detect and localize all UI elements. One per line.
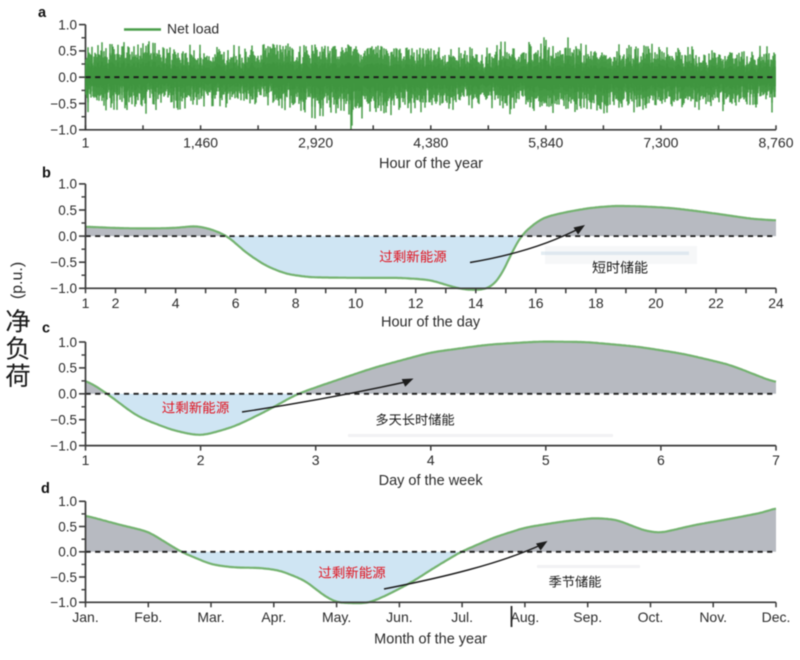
svg-text:1.0: 1.0 bbox=[58, 494, 77, 509]
svg-text:−1.0: −1.0 bbox=[50, 123, 77, 138]
svg-text:4,380: 4,380 bbox=[413, 134, 448, 150]
svg-text:0.5: 0.5 bbox=[58, 361, 77, 376]
svg-text:Aug.: Aug. bbox=[510, 609, 539, 625]
svg-text:Day of the week: Day of the week bbox=[379, 473, 484, 489]
svg-text:c: c bbox=[42, 321, 50, 337]
svg-text:May.: May. bbox=[322, 609, 351, 625]
svg-text:Mar.: Mar. bbox=[197, 609, 224, 625]
svg-text:b: b bbox=[42, 166, 51, 182]
svg-text:−0.5: −0.5 bbox=[50, 570, 77, 585]
svg-text:8: 8 bbox=[292, 295, 300, 311]
svg-text:7: 7 bbox=[772, 452, 780, 468]
svg-text:1: 1 bbox=[82, 452, 90, 468]
svg-text:6: 6 bbox=[657, 452, 665, 468]
svg-text:1.0: 1.0 bbox=[58, 17, 77, 32]
svg-text:Dec.: Dec. bbox=[762, 609, 791, 625]
svg-text:−0.5: −0.5 bbox=[50, 413, 77, 428]
svg-text:24: 24 bbox=[768, 295, 784, 311]
svg-text:12: 12 bbox=[408, 295, 424, 311]
svg-text:14: 14 bbox=[468, 295, 484, 311]
svg-text:1.0: 1.0 bbox=[58, 177, 77, 192]
svg-text:d: d bbox=[41, 481, 50, 497]
svg-text:6: 6 bbox=[232, 295, 240, 311]
svg-text:−0.5: −0.5 bbox=[50, 96, 77, 111]
svg-text:0.0: 0.0 bbox=[58, 70, 77, 85]
svg-text:Hour of the day: Hour of the day bbox=[381, 315, 481, 331]
svg-text:20: 20 bbox=[648, 295, 664, 311]
svg-text:0.5: 0.5 bbox=[58, 44, 77, 59]
svg-text:Month of the year: Month of the year bbox=[374, 632, 487, 648]
svg-text:−1.0: −1.0 bbox=[50, 438, 77, 453]
svg-text:(p.u.): (p.u.) bbox=[9, 262, 26, 299]
svg-text:Feb.: Feb. bbox=[134, 609, 162, 625]
svg-text:0.5: 0.5 bbox=[58, 203, 77, 218]
svg-text:Jun.: Jun. bbox=[386, 609, 412, 625]
svg-text:Oct.: Oct. bbox=[638, 609, 664, 625]
svg-text:Jul.: Jul. bbox=[451, 609, 473, 625]
svg-text:1,460: 1,460 bbox=[183, 134, 218, 150]
svg-text:1: 1 bbox=[82, 134, 90, 150]
svg-text:−1.0: −1.0 bbox=[50, 595, 77, 610]
svg-text:18: 18 bbox=[588, 295, 604, 311]
svg-text:0.0: 0.0 bbox=[58, 229, 77, 244]
svg-text:Nov.: Nov. bbox=[699, 609, 727, 625]
svg-text:Sep.: Sep. bbox=[573, 609, 602, 625]
svg-text:2: 2 bbox=[197, 452, 205, 468]
svg-text:0.5: 0.5 bbox=[58, 519, 77, 534]
svg-text:22: 22 bbox=[708, 295, 724, 311]
svg-text:16: 16 bbox=[528, 295, 544, 311]
svg-text:4: 4 bbox=[172, 295, 180, 311]
svg-text:7,300: 7,300 bbox=[643, 134, 678, 150]
svg-text:2: 2 bbox=[112, 295, 120, 311]
svg-text:5: 5 bbox=[542, 452, 550, 468]
svg-text:−0.5: −0.5 bbox=[50, 255, 77, 270]
svg-text:0.0: 0.0 bbox=[58, 387, 77, 402]
svg-text:8,760: 8,760 bbox=[758, 134, 793, 150]
svg-text:5,840: 5,840 bbox=[528, 134, 563, 150]
svg-text:4: 4 bbox=[427, 452, 435, 468]
svg-text:Jan.: Jan. bbox=[72, 609, 98, 625]
svg-text:10: 10 bbox=[348, 295, 364, 311]
svg-text:a: a bbox=[38, 5, 47, 21]
svg-text:1: 1 bbox=[82, 295, 90, 311]
svg-text:2,920: 2,920 bbox=[298, 134, 333, 150]
svg-text:Apr.: Apr. bbox=[261, 609, 286, 625]
svg-text:Net load: Net load bbox=[167, 21, 219, 37]
svg-text:3: 3 bbox=[312, 452, 320, 468]
svg-text:Hour of the year: Hour of the year bbox=[379, 156, 483, 172]
svg-text:1.0: 1.0 bbox=[58, 335, 77, 350]
svg-text:0.0: 0.0 bbox=[58, 545, 77, 560]
svg-text:−1.0: −1.0 bbox=[50, 281, 77, 296]
